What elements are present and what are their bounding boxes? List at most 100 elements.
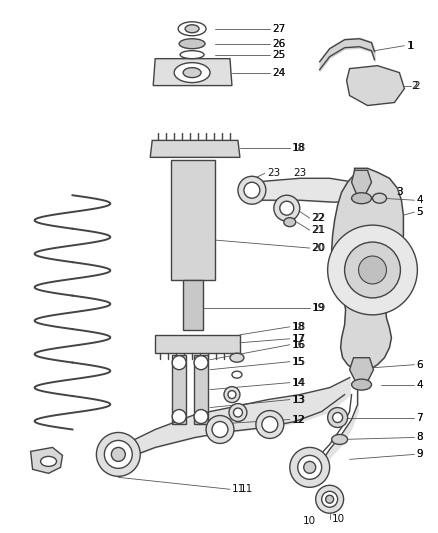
- Text: 14: 14: [292, 378, 305, 387]
- Text: 9: 9: [417, 449, 423, 459]
- Circle shape: [194, 409, 208, 424]
- Text: 4: 4: [417, 195, 423, 205]
- Text: 1: 1: [406, 41, 413, 51]
- Circle shape: [328, 408, 348, 427]
- Circle shape: [298, 455, 321, 479]
- Ellipse shape: [232, 371, 242, 378]
- Circle shape: [224, 386, 240, 402]
- Text: 4: 4: [417, 195, 423, 205]
- Text: 24: 24: [272, 68, 285, 78]
- Polygon shape: [155, 335, 240, 353]
- Text: 26: 26: [272, 39, 285, 49]
- Text: 16: 16: [292, 340, 305, 350]
- Text: 3: 3: [396, 187, 403, 197]
- Ellipse shape: [178, 22, 206, 36]
- Text: 11: 11: [232, 484, 245, 494]
- Text: 4: 4: [417, 379, 423, 390]
- Circle shape: [229, 403, 247, 422]
- Text: 15: 15: [292, 357, 305, 367]
- Text: 8: 8: [417, 432, 423, 442]
- Circle shape: [244, 182, 260, 198]
- Text: 23: 23: [293, 168, 306, 179]
- Circle shape: [194, 356, 208, 370]
- Circle shape: [104, 440, 132, 469]
- Text: 18: 18: [292, 322, 305, 332]
- Ellipse shape: [332, 434, 348, 445]
- Text: 23: 23: [267, 168, 280, 179]
- Text: 6: 6: [417, 360, 423, 370]
- Text: 20: 20: [313, 243, 326, 253]
- Ellipse shape: [41, 456, 57, 466]
- Text: 26: 26: [272, 39, 285, 49]
- Text: 25: 25: [272, 50, 285, 60]
- Text: 1: 1: [407, 41, 414, 51]
- Text: 21: 21: [313, 225, 326, 235]
- Text: 3: 3: [396, 187, 403, 197]
- Text: 2: 2: [413, 80, 420, 91]
- Text: 18: 18: [293, 322, 306, 332]
- Text: 21: 21: [312, 225, 325, 235]
- Polygon shape: [172, 355, 186, 424]
- Ellipse shape: [352, 379, 371, 390]
- Ellipse shape: [230, 353, 244, 362]
- Circle shape: [321, 491, 338, 507]
- Text: 10: 10: [303, 516, 316, 526]
- Text: 27: 27: [272, 24, 285, 34]
- Text: 16: 16: [293, 340, 306, 350]
- Circle shape: [111, 447, 125, 462]
- Circle shape: [280, 201, 294, 215]
- Circle shape: [238, 176, 266, 204]
- Text: 25: 25: [272, 50, 285, 60]
- Circle shape: [359, 256, 386, 284]
- Polygon shape: [332, 168, 403, 372]
- Circle shape: [256, 410, 284, 439]
- Text: 2: 2: [411, 80, 418, 91]
- Text: 22: 22: [312, 213, 325, 223]
- Polygon shape: [352, 171, 371, 194]
- Ellipse shape: [284, 217, 296, 227]
- Text: 8: 8: [417, 432, 423, 442]
- Text: 5: 5: [417, 207, 423, 217]
- Text: 22: 22: [313, 213, 326, 223]
- Circle shape: [206, 416, 234, 443]
- Circle shape: [326, 495, 334, 503]
- Circle shape: [304, 462, 316, 473]
- Text: 5: 5: [417, 207, 423, 217]
- Circle shape: [96, 432, 140, 477]
- Text: 9: 9: [417, 449, 423, 459]
- Text: 7: 7: [417, 413, 423, 423]
- Text: 13: 13: [293, 394, 306, 405]
- Circle shape: [332, 413, 343, 423]
- Text: 17: 17: [293, 334, 306, 344]
- Ellipse shape: [179, 39, 205, 49]
- Text: 12: 12: [293, 415, 306, 424]
- Circle shape: [290, 447, 330, 487]
- Ellipse shape: [352, 193, 371, 204]
- Circle shape: [233, 408, 242, 417]
- Polygon shape: [346, 66, 404, 106]
- Text: 15: 15: [293, 357, 306, 367]
- Text: 24: 24: [272, 68, 285, 78]
- Text: 27: 27: [272, 24, 285, 34]
- Text: 20: 20: [312, 243, 325, 253]
- Text: 19: 19: [312, 303, 325, 313]
- Circle shape: [172, 409, 186, 424]
- Polygon shape: [150, 140, 240, 157]
- Text: 4: 4: [417, 379, 423, 390]
- Ellipse shape: [185, 25, 199, 33]
- Circle shape: [262, 416, 278, 432]
- Circle shape: [228, 391, 236, 399]
- Circle shape: [172, 356, 186, 370]
- Circle shape: [274, 195, 300, 221]
- Text: 14: 14: [293, 378, 306, 387]
- Polygon shape: [194, 355, 208, 424]
- Text: 6: 6: [417, 360, 423, 370]
- Circle shape: [212, 422, 228, 438]
- Text: 12: 12: [292, 415, 305, 424]
- Ellipse shape: [180, 51, 204, 59]
- Polygon shape: [183, 280, 203, 330]
- Polygon shape: [31, 447, 63, 473]
- Ellipse shape: [372, 193, 386, 203]
- Text: 18: 18: [293, 143, 306, 154]
- Text: 19: 19: [313, 303, 326, 313]
